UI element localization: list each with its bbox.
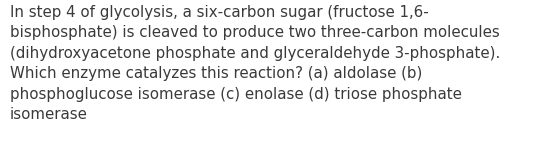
Text: In step 4 of glycolysis, a six-carbon sugar (fructose 1,6-
bisphosphate) is clea: In step 4 of glycolysis, a six-carbon su… — [10, 5, 501, 122]
